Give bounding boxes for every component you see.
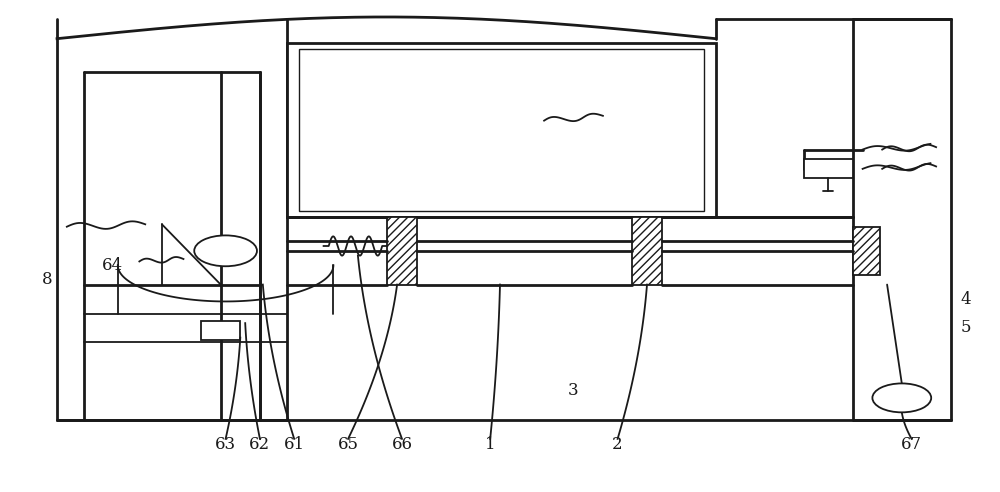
Text: 8: 8 [42, 271, 53, 288]
Text: 4: 4 [960, 291, 971, 308]
Text: 5: 5 [960, 319, 971, 337]
Text: 61: 61 [284, 436, 305, 453]
Text: 67: 67 [901, 436, 922, 453]
Text: 64: 64 [102, 257, 123, 274]
Text: 62: 62 [249, 436, 270, 453]
Text: 63: 63 [215, 436, 236, 453]
Bar [387, 217, 417, 284]
Bar [287, 43, 716, 217]
Bar [201, 321, 240, 340]
Circle shape [872, 383, 931, 412]
Text: 2: 2 [612, 436, 623, 453]
Text: 66: 66 [392, 436, 413, 453]
Circle shape [194, 235, 257, 266]
Text: 1: 1 [485, 436, 496, 453]
Bar [632, 217, 662, 284]
Bar [299, 49, 704, 211]
Bar [853, 227, 880, 275]
Bar [804, 159, 853, 179]
Text: 65: 65 [338, 436, 359, 453]
Text: 3: 3 [568, 382, 579, 399]
